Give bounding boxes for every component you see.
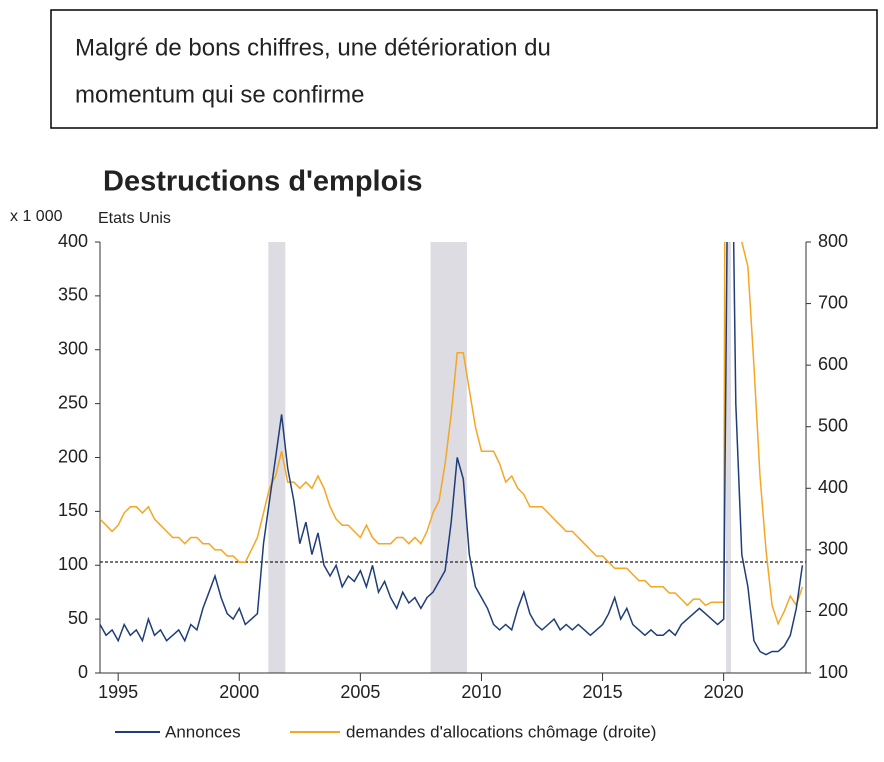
y2-tick-label: 200 [818, 600, 848, 620]
y2-tick-label: 800 [818, 231, 848, 251]
x-tick-label: 1995 [98, 682, 138, 702]
recession-band [430, 242, 467, 673]
y-tick-label: 350 [58, 285, 88, 305]
y-tick-label: 50 [68, 608, 88, 628]
y-tick-label: 100 [58, 554, 88, 574]
y-tick-label: 200 [58, 446, 88, 466]
series-line [100, 242, 804, 656]
y-tick-label: 400 [58, 231, 88, 251]
y2-tick-label: 500 [818, 415, 848, 435]
y2-tick-label: 300 [818, 539, 848, 559]
y-tick-label: 300 [58, 339, 88, 359]
y-tick-label: 250 [58, 392, 88, 412]
x-tick-label: 2015 [583, 682, 623, 702]
x-tick-label: 2005 [340, 682, 380, 702]
y-tick-label: 150 [58, 500, 88, 520]
y-unit: x 1 000 [10, 208, 63, 225]
header-line: Malgré de bons chiffres, une détériorati… [75, 34, 551, 61]
x-tick-label: 2020 [704, 682, 744, 702]
recession-band [726, 242, 731, 673]
y2-tick-label: 100 [818, 662, 848, 682]
y-tick-label: 0 [78, 662, 88, 682]
y2-tick-label: 600 [818, 354, 848, 374]
legend-label: demandes d'allocations chômage (droite) [346, 722, 656, 741]
y2-tick-label: 700 [818, 292, 848, 312]
x-tick-label: 2000 [219, 682, 259, 702]
x-tick-label: 2010 [461, 682, 501, 702]
legend-label: Annonces [165, 722, 241, 741]
header-line: momentum qui se confirme [75, 81, 364, 108]
chart-title: Destructions d'emplois [103, 166, 423, 198]
chart-subtitle: Etats Unis [98, 210, 171, 227]
header-box [50, 9, 878, 129]
series-line [100, 242, 804, 626]
recession-band [268, 242, 286, 673]
y2-tick-label: 400 [818, 477, 848, 497]
